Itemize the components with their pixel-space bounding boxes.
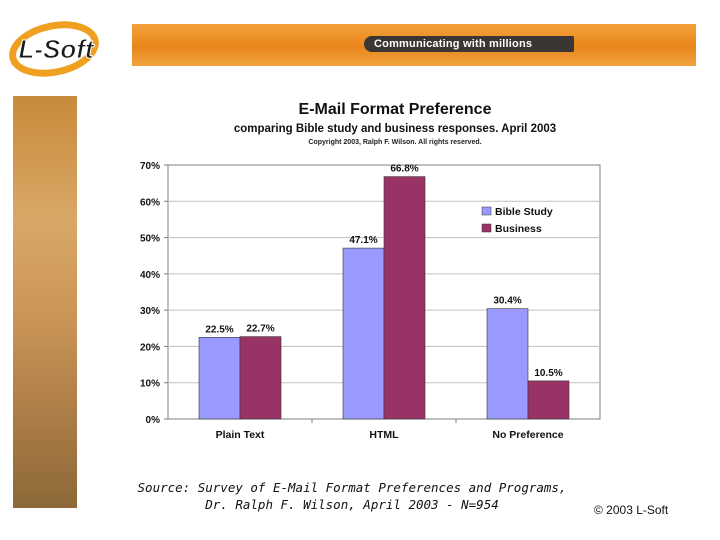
y-tick-label: 60% xyxy=(140,197,160,208)
x-tick-label: No Preference xyxy=(492,429,563,441)
decorative-photo xyxy=(13,96,77,508)
footer-copyright: © 2003 L-Soft xyxy=(594,503,669,517)
y-tick-label: 70% xyxy=(140,161,160,172)
bar-business xyxy=(239,336,282,420)
chart-title: E-Mail Format Preference xyxy=(298,101,492,118)
source-citation: Source: Survey of E-Mail Format Preferen… xyxy=(130,479,574,513)
y-tick-label: 0% xyxy=(146,415,161,426)
l-soft-logo: L-Soft xyxy=(9,21,99,77)
data-label: 22.7% xyxy=(246,324,274,335)
y-tick-label: 20% xyxy=(140,342,160,353)
data-label: 10.5% xyxy=(534,368,562,379)
y-tick-label: 40% xyxy=(140,270,160,281)
source-line-1: Source: Survey of E-Mail Format Preferen… xyxy=(137,480,567,495)
y-tick-label: 10% xyxy=(140,379,160,390)
data-label: 30.4% xyxy=(493,296,521,307)
source-line-2: Dr. Ralph F. Wilson, April 2003 - N=954 xyxy=(205,497,499,512)
bar-bible-study xyxy=(342,247,385,420)
bar-bible-study xyxy=(486,308,529,420)
chart-subtitle: comparing Bible study and business respo… xyxy=(233,123,557,135)
bar-business xyxy=(527,380,570,420)
legend-swatch xyxy=(481,223,492,233)
legend-label: Bible Study xyxy=(495,206,553,218)
legend-label: Business xyxy=(495,223,542,235)
x-tick-label: HTML xyxy=(369,429,399,441)
x-tick-label: Plain Text xyxy=(216,429,265,441)
logo-text: L-Soft xyxy=(18,34,94,64)
header-banner: Communicating with millions xyxy=(132,24,696,66)
banner-tagline: Communicating with millions xyxy=(364,36,574,52)
legend-swatch xyxy=(481,206,492,216)
data-label: 22.5% xyxy=(205,324,233,335)
chart-copyright-note: Copyright 2003, Ralph F. Wilson. All rig… xyxy=(308,139,482,146)
bar-business xyxy=(383,176,426,420)
data-label: 66.8% xyxy=(390,164,418,175)
bar-bible-study xyxy=(198,337,241,420)
data-label: 47.1% xyxy=(349,235,377,246)
y-tick-label: 50% xyxy=(140,234,160,245)
y-tick-label: 30% xyxy=(140,306,160,317)
